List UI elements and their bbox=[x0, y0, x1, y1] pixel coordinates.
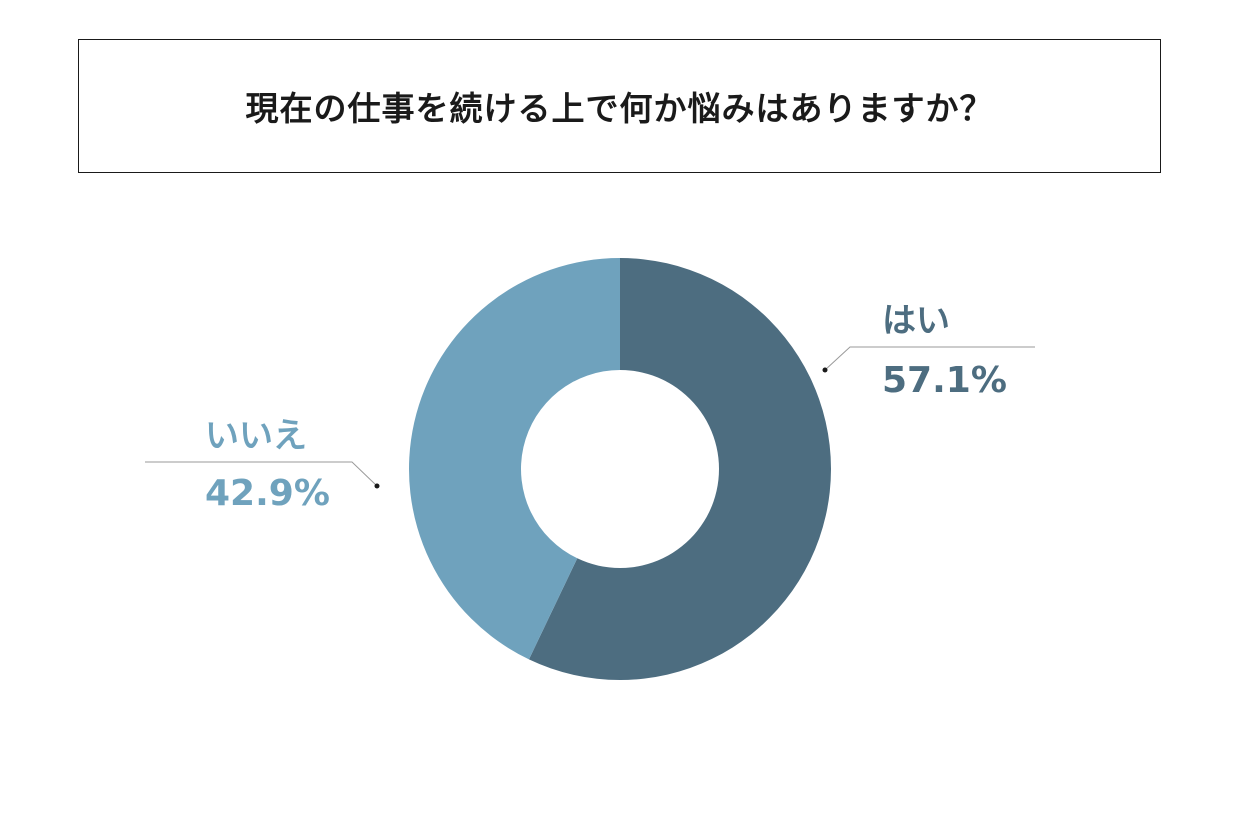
leader-dot-1 bbox=[374, 483, 380, 489]
leader-line-0 bbox=[824, 346, 1035, 371]
slice-value-label-1: 42.9% bbox=[205, 473, 330, 514]
leader-dot-0 bbox=[822, 367, 828, 373]
pie-slice-1 bbox=[408, 258, 620, 660]
slice-label-group-1: いいえ 42.9% bbox=[145, 416, 380, 514]
pie-slice-0 bbox=[528, 258, 831, 680]
slice-label-group-0: はい 57.1% bbox=[822, 301, 1035, 401]
slice-name-label-1: いいえ bbox=[205, 416, 307, 456]
slice-value-label-0: 57.1% bbox=[882, 360, 1007, 401]
leader-line-1 bbox=[145, 461, 378, 487]
slice-name-label-0: はい bbox=[882, 301, 950, 341]
chart-title-box: 現在の仕事を続ける上で何か悩みはありますか？ bbox=[78, 39, 1161, 173]
chart-title: 現在の仕事を続ける上で何か悩みはありますか？ bbox=[245, 89, 994, 128]
